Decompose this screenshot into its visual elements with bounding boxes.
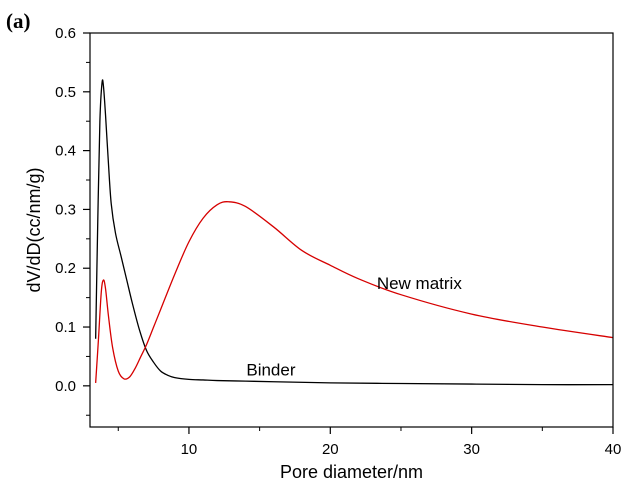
series-layer <box>95 79 614 386</box>
ticks-layer: 10 20 30 40 0.0 0.1 0.2 0.3 0.4 0.5 0.6 <box>55 25 621 458</box>
y-tick-label: 0.4 <box>55 143 76 160</box>
y-tick-label: 0.1 <box>55 319 76 336</box>
x-tick-label: 20 <box>322 441 339 458</box>
x-tick-label: 30 <box>463 441 480 458</box>
annotation-layer: Binder New matrix <box>246 274 462 379</box>
y-tick-label: 0.6 <box>55 25 76 42</box>
series-line-binder <box>95 79 614 386</box>
series-line-new-matrix <box>95 201 614 383</box>
series-annotation: New matrix <box>377 274 463 293</box>
panel-label: (a) <box>6 9 31 33</box>
y-tick-label: 0.0 <box>55 378 76 395</box>
y-tick-label: 0.5 <box>55 84 76 101</box>
series-annotation: Binder <box>246 360 295 379</box>
y-axis-title: dV/dD(cc/nm/g) <box>24 167 44 292</box>
y-tick-label: 0.2 <box>55 260 76 277</box>
plot-frame <box>89 32 614 428</box>
x-axis-title: Pore diameter/nm <box>280 462 423 482</box>
x-tick-label: 10 <box>181 441 198 458</box>
x-tick-label: 40 <box>605 441 622 458</box>
y-tick-label: 0.3 <box>55 201 76 218</box>
